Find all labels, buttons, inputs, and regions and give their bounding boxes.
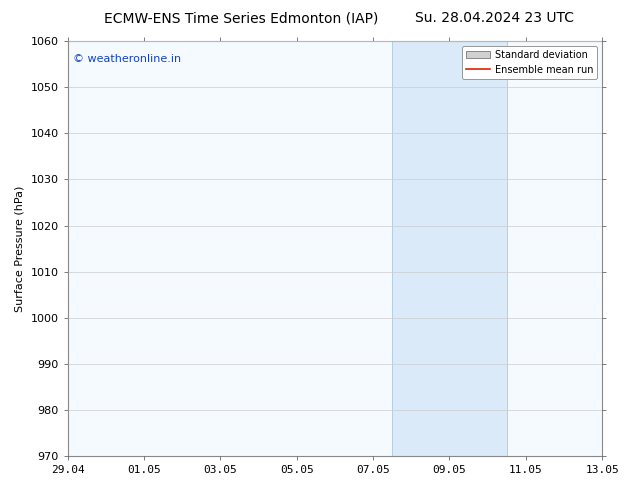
Y-axis label: Surface Pressure (hPa): Surface Pressure (hPa) [15,185,25,312]
Text: Su. 28.04.2024 23 UTC: Su. 28.04.2024 23 UTC [415,11,574,25]
Legend: Standard deviation, Ensemble mean run: Standard deviation, Ensemble mean run [462,46,597,79]
Text: ECMW-ENS Time Series Edmonton (IAP): ECMW-ENS Time Series Edmonton (IAP) [104,11,378,25]
Bar [392,41,507,456]
Text: © weatheronline.in: © weatheronline.in [73,54,181,64]
